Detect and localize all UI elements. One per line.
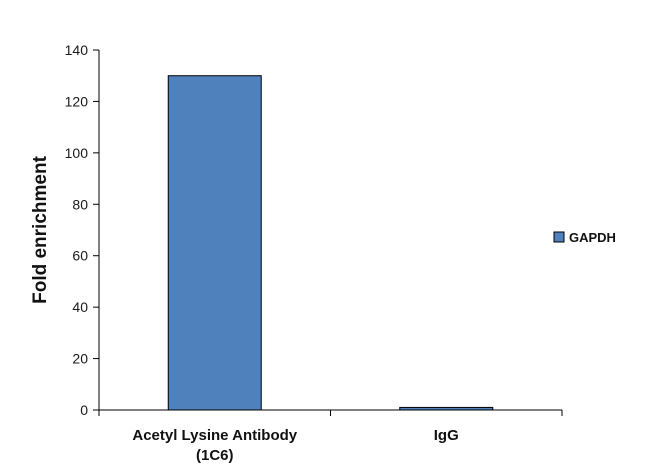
y-tick-label: 120: [65, 93, 89, 109]
y-tick-label: 80: [72, 196, 88, 212]
legend-label: GAPDH: [569, 230, 616, 245]
y-tick-label: 60: [72, 248, 88, 264]
y-tick-label: 20: [72, 351, 88, 367]
y-tick-label: 0: [80, 402, 88, 418]
legend: GAPDH: [553, 230, 616, 245]
y-axis-ticks: 0 20 40 60 80 100 120 140: [65, 42, 99, 418]
y-tick-label: 40: [72, 299, 88, 315]
y-tick-label: 100: [65, 145, 89, 161]
x-axis-ticks: Acetyl Lysine Antibody (1C6) IgG: [98, 410, 563, 464]
x-category-label: Acetyl Lysine Antibody (1C6): [132, 427, 297, 464]
bars: [167, 75, 494, 411]
x-category-label: IgG: [434, 427, 459, 444]
legend-swatch: [553, 231, 565, 243]
bar: [167, 75, 262, 411]
y-tick-label: 140: [65, 42, 89, 58]
y-axis-label: Fold enrichment: [30, 155, 51, 303]
